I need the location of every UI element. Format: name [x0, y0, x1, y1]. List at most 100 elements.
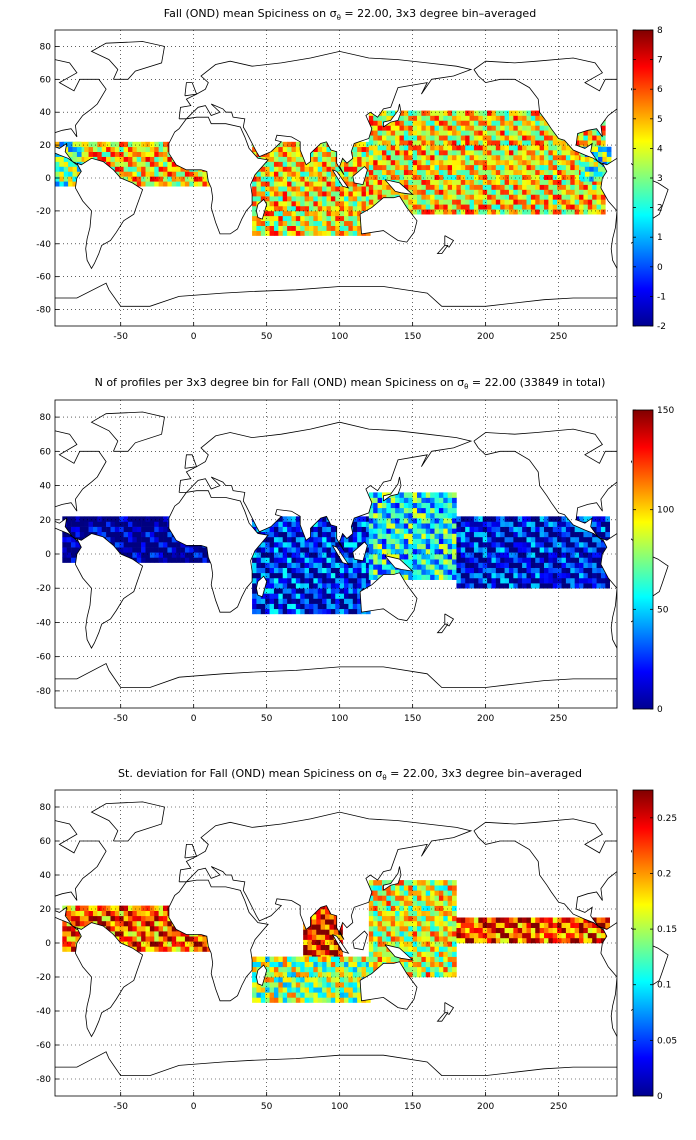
data-cell [408, 523, 413, 529]
data-cell [282, 516, 288, 522]
data-cell [412, 569, 418, 575]
data-cell [587, 542, 593, 548]
data-cell [574, 526, 580, 533]
x-tick-label: 200 [477, 332, 494, 342]
data-cell [500, 536, 505, 543]
data-cell [163, 516, 168, 522]
data-cell [438, 518, 444, 524]
data-cell [447, 961, 453, 968]
data-cell [570, 169, 575, 176]
data-cell [390, 189, 396, 195]
data-cell [552, 174, 558, 180]
data-cell [399, 920, 405, 927]
data-cell [313, 982, 319, 988]
data-cell [408, 502, 413, 509]
data-cell [132, 547, 138, 553]
data-cell [269, 567, 275, 574]
data-cell [530, 194, 536, 200]
data-cell [443, 956, 448, 962]
data-cell [344, 215, 349, 222]
data-cell [390, 145, 396, 151]
data-cell [438, 533, 444, 539]
data-cell [202, 552, 208, 558]
data-cell [287, 572, 292, 579]
data-cell [368, 150, 374, 156]
data-cell [456, 164, 462, 171]
data-cell [596, 521, 602, 527]
data-cell [579, 194, 584, 200]
data-cell [381, 543, 387, 550]
data-cell [339, 215, 345, 222]
data-cell [352, 603, 358, 610]
data-cell [344, 547, 349, 553]
data-cell [282, 567, 288, 574]
data-cell [322, 176, 327, 182]
data-cell [316, 939, 321, 945]
data-cell [287, 977, 292, 983]
data-cell [300, 557, 305, 563]
data-cell [313, 196, 319, 202]
data-cell [417, 931, 422, 937]
data-cell [184, 936, 190, 942]
data-cell [412, 533, 418, 539]
data-cell [119, 516, 124, 522]
data-cell [287, 567, 292, 574]
data-cell [273, 542, 279, 548]
data-cell [62, 926, 67, 932]
data-cell [469, 135, 475, 141]
data-cell [438, 538, 444, 545]
data-cell [443, 885, 448, 891]
data-cell [403, 926, 409, 932]
data-cell [465, 115, 470, 121]
data-cell [114, 920, 120, 927]
data-cell [421, 564, 427, 570]
data-cell [508, 552, 514, 558]
data-cell [84, 920, 89, 927]
data-cell [260, 992, 266, 998]
data-cell [465, 567, 470, 574]
data-cell [273, 166, 279, 172]
data-cell [352, 577, 358, 584]
data-cell [265, 547, 270, 553]
data-cell [491, 562, 497, 568]
data-cell [304, 215, 310, 222]
coastline [352, 165, 368, 186]
data-cell [452, 154, 457, 161]
data-cell [508, 583, 514, 589]
data-cell [132, 926, 138, 932]
data-cell [278, 536, 284, 543]
data-cell [114, 915, 120, 922]
data-cell [561, 169, 567, 176]
data-cell [587, 199, 593, 205]
data-cell [500, 150, 505, 156]
data-cell [513, 174, 519, 180]
data-cell [158, 936, 164, 942]
data-cell [456, 516, 462, 522]
data-cell [110, 910, 116, 917]
data-cell [386, 512, 392, 519]
data-cell [311, 939, 317, 945]
data-cell [287, 521, 292, 527]
data-cell [313, 547, 319, 553]
data-cell [425, 554, 431, 560]
data-cell [291, 191, 297, 197]
data-cell [361, 572, 367, 579]
data-cell [478, 927, 484, 934]
data-cell [373, 574, 378, 580]
data-cell [447, 507, 453, 514]
data-cell [282, 562, 288, 568]
data-cell [452, 936, 457, 942]
data-cell [335, 577, 340, 584]
data-cell [295, 997, 301, 1003]
y-tick-label: -80 [36, 687, 51, 697]
data-cell [260, 956, 266, 962]
data-cell [592, 536, 597, 543]
data-cell [357, 577, 362, 584]
data-cell [508, 577, 514, 584]
data-cell [136, 521, 142, 527]
data-cell [425, 951, 431, 957]
data-cell [154, 526, 159, 533]
data-cell [447, 880, 453, 886]
data-cell [316, 949, 321, 956]
